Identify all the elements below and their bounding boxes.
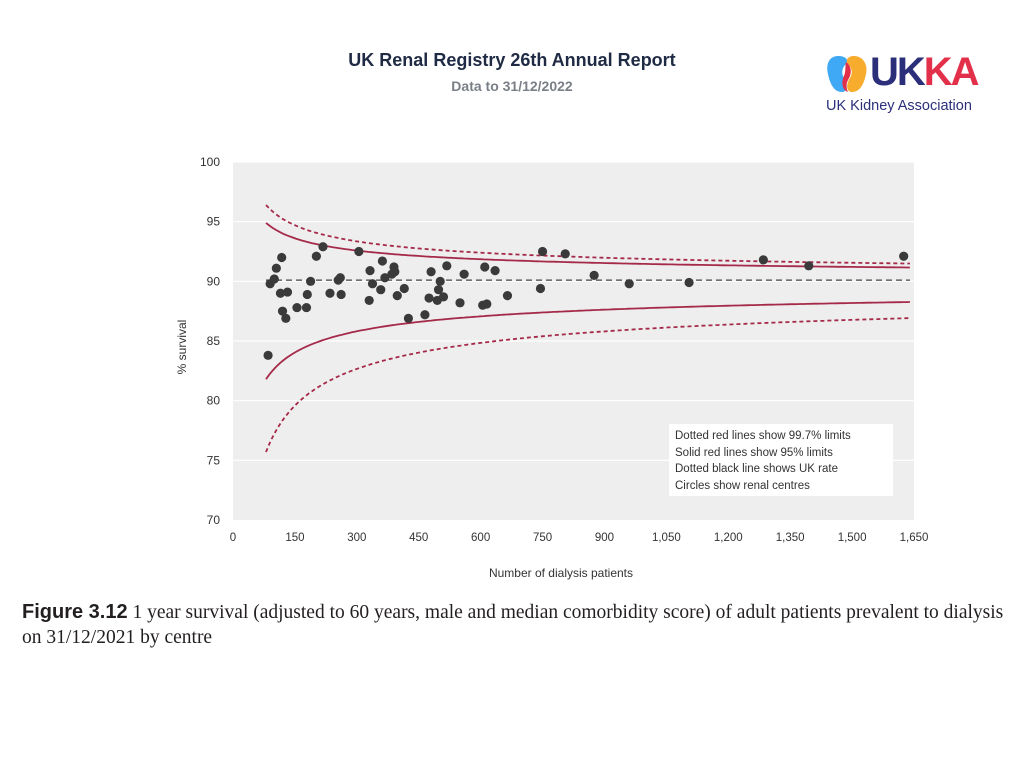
survival-funnel-chart: 0 150 300 450 600 750 900 1,050 1,200 1,350 1,500 1… [175,155,929,580]
upper-99-7-limit-line [265,204,910,265]
data-points [263,242,909,360]
centre-point [275,288,286,298]
y-tick-label: 70 [207,513,221,527]
chart-legend: Dotted red lines show 99.7% limits Solid… [669,424,893,496]
x-tick-label: 1,500 [838,532,867,544]
centre-point [480,262,490,272]
centre-point [336,289,346,300]
centre-point [269,274,279,284]
legend-entry: Dotted red lines show 99.7% limits [675,430,851,442]
y-tick-label: 75 [207,453,221,467]
centre-point [318,242,328,252]
logo-word-ka: KA [923,50,980,94]
centre-point [482,299,492,309]
centre-point [455,298,465,308]
y-axis-ticks: 70 75 80 85 90 95 100 [200,155,220,527]
x-tick-label: 1,350 [776,532,805,544]
centre-point [403,313,414,323]
x-tick-label: 1,650 [900,532,929,544]
centre-point [311,251,321,261]
figure-label: Figure 3.12 [22,601,128,623]
control-limit-lines [265,204,910,453]
x-tick-label: 900 [595,532,614,544]
centre-point [435,276,445,286]
centre-point [442,261,452,271]
centre-point [758,255,768,265]
centre-point [420,310,430,320]
centre-point [271,263,281,273]
centre-point [433,285,444,295]
x-tick-label: 600 [471,532,490,544]
lower-95-limit-line [265,301,910,380]
centre-point [302,289,312,300]
report-title: UK Renal Registry 26th Annual Report [348,50,676,70]
centre-point [376,285,386,295]
centre-point [804,261,814,271]
centre-point [535,283,546,294]
centre-point [367,279,378,289]
centre-point [502,291,513,301]
figure-caption-text: 1 year survival (adjusted to 60 years, m… [22,602,1004,648]
ukka-logo: UKKA UK Kidney Association [824,50,994,118]
centre-point [424,293,434,303]
centre-point [899,251,909,261]
y-tick-label: 100 [200,155,220,169]
centre-point [589,270,599,280]
x-tick-label: 1,200 [714,532,743,544]
y-tick-label: 90 [207,274,221,288]
y-axis-label: % survival [175,320,189,375]
x-tick-label: 1,050 [652,532,681,544]
centre-point [684,277,694,288]
legend-entry: Dotted black line shows UK rate [675,463,838,475]
report-subtitle: Data to 31/12/2022 [451,78,573,94]
centre-point [392,291,402,301]
x-tick-label: 450 [409,532,428,544]
centre-point [365,265,375,276]
centre-point [380,273,390,283]
centre-point [277,306,288,316]
logo-tagline: UK Kidney Association [826,98,972,114]
x-tick-label: 150 [285,532,304,544]
centre-point [624,279,634,289]
upper-95-limit-line [265,222,910,269]
logo-word-uk: UK [870,50,926,94]
centre-point [377,256,388,266]
centre-point [399,283,409,294]
centre-point [426,267,436,277]
y-tick-label: 80 [207,394,221,408]
centre-point [438,292,449,302]
centre-point [537,246,548,257]
lower-99-7-limit-line [265,317,910,453]
centre-point [364,295,374,306]
x-tick-label: 300 [347,532,366,544]
kidney-logo-icon [827,56,867,92]
centre-point [282,287,293,297]
centre-point [305,276,316,286]
x-axis-ticks: 0 150 300 450 600 750 900 1,050 1,200 1,350 1,500 1… [230,532,929,544]
centre-point [281,313,291,323]
centre-point [390,267,400,277]
figure-caption: Figure 3.12 1 year survival (adjusted to… [22,600,1017,650]
x-tick-label: 750 [533,532,552,544]
centre-point [301,302,312,313]
y-tick-label: 85 [207,334,221,348]
centre-point [325,288,335,298]
centre-point [490,265,500,276]
legend-entry: Circles show renal centres [675,479,810,492]
centre-point [560,249,570,259]
y-tick-label: 95 [207,215,221,229]
gridlines [233,161,914,461]
centre-point [459,269,469,279]
centre-point [277,252,287,263]
x-tick-label: 0 [230,532,236,544]
centre-point [292,302,302,313]
x-axis-label: Number of dialysis patients [489,566,633,580]
legend-entry: Solid red lines show 95% limits [675,446,833,459]
centre-point [354,246,364,257]
centre-point [263,350,273,360]
centre-point [335,273,345,283]
